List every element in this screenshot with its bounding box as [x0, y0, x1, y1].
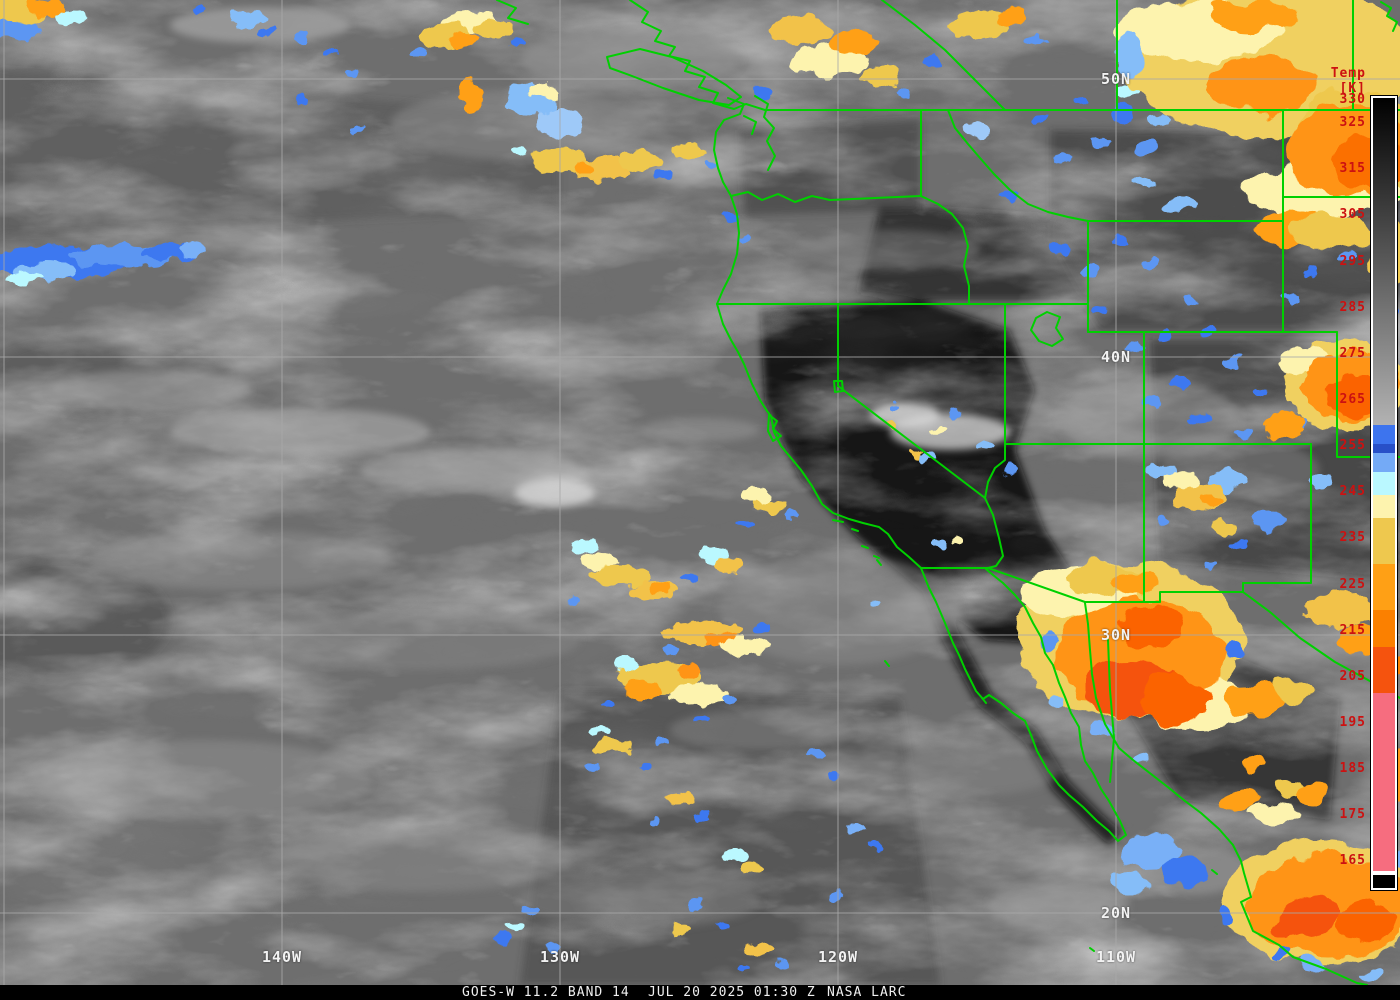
blue-streak-west	[0, 244, 204, 284]
colorbar-scale	[1371, 96, 1397, 890]
colorbar-tick-205: 205	[1339, 668, 1366, 684]
lat-label-40n: 40N	[1101, 348, 1132, 366]
colorbar-segment-3	[1373, 453, 1395, 472]
lat-label-30n: 30N	[1101, 626, 1132, 644]
storm-cluster-sonora	[1018, 562, 1314, 892]
colorbar-tick-325: 325	[1339, 115, 1366, 131]
annotation-footer: GOES-W 11.2 BAND 14 JUL 20 2025 01:30 Z …	[0, 985, 1400, 1000]
colorbar-segment-10	[1373, 693, 1395, 871]
colorbar-tick-315: 315	[1339, 161, 1366, 177]
colorbar-segment-7	[1373, 563, 1395, 610]
colorbar-tick-265: 265	[1339, 391, 1366, 407]
lon-label-140w: 140W	[261, 948, 303, 966]
colorbar-tick-215: 215	[1339, 622, 1366, 638]
colorbar-segment-5	[1373, 494, 1395, 518]
colorbar-tick-235: 235	[1339, 530, 1366, 546]
colorbar-tick-175: 175	[1339, 807, 1366, 823]
colorbar-tick-285: 285	[1339, 299, 1366, 315]
colorbar-segment-4	[1373, 471, 1395, 495]
footer-timestamp: JUL 20 2025 01:30 Z	[648, 985, 816, 1000]
lon-label-120w: 120W	[817, 948, 859, 966]
colorbar-tick-305: 305	[1339, 207, 1366, 223]
lat-label-50n: 50N	[1101, 70, 1132, 88]
colorbar-segment-6	[1373, 517, 1395, 564]
tropical-cloud-band	[490, 488, 964, 974]
colorbar-tick-185: 185	[1339, 761, 1366, 777]
colorbar-tick-165: 165	[1339, 853, 1366, 869]
colorbar-tick-275: 275	[1339, 345, 1366, 361]
colorbar-segment-11	[1373, 870, 1395, 876]
colorbar-segment-12	[1373, 875, 1395, 888]
map-borders	[496, 0, 1400, 986]
colorbar-segment-9	[1373, 646, 1395, 694]
footer-credit: NASA LARC	[827, 985, 907, 1000]
colorbar-tick-195: 195	[1339, 715, 1366, 731]
lat-label-20n: 20N	[1101, 904, 1132, 922]
colorbar-tick-245: 245	[1339, 484, 1366, 500]
lon-label-130w: 130W	[539, 948, 581, 966]
colorbar-segment-2	[1373, 443, 1395, 454]
colorbar-segment-0	[1373, 98, 1395, 426]
colorbar-tick-295: 295	[1339, 253, 1366, 269]
colorbar-segment-1	[1373, 425, 1395, 444]
colorbar-tick-255: 255	[1339, 438, 1366, 454]
colorbar-tick-330: 330	[1339, 92, 1366, 107]
colorbar-segment-8	[1373, 609, 1395, 647]
colorbar-tick-225: 225	[1339, 576, 1366, 592]
footer-product-label: GOES-W 11.2 BAND 14	[462, 985, 630, 1000]
lon-label-110w: 110W	[1095, 948, 1137, 966]
colorbar-title: Temp [K]	[1330, 66, 1366, 96]
colorbar	[1370, 95, 1398, 891]
gray-cloud-streaks	[30, 7, 1320, 928]
